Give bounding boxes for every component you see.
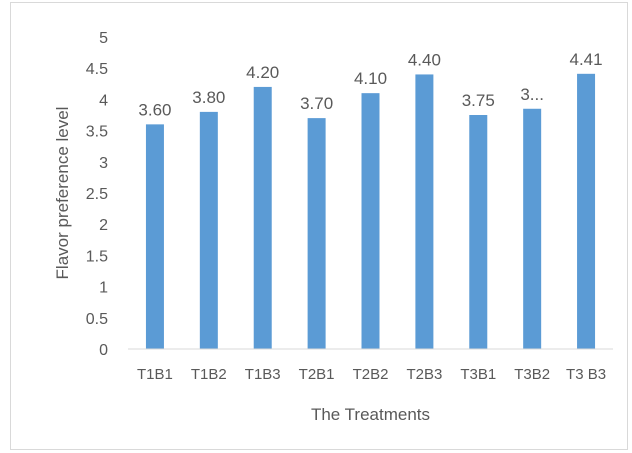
y-tick-label: 0 <box>99 342 108 359</box>
x-axis-title: The Treatments <box>311 405 430 424</box>
data-label: 3.70 <box>300 94 333 113</box>
bar <box>199 111 218 349</box>
x-tick-label: T1B1 <box>137 366 173 383</box>
y-tick-label: 2 <box>99 217 108 234</box>
data-label: 3.60 <box>138 100 171 119</box>
bar <box>361 93 380 349</box>
x-tick-label: T1B2 <box>191 366 227 383</box>
y-axis-ticks: 0 0.5 1 1.5 2 2.5 3 3.5 4 4.5 5 <box>86 30 108 359</box>
y-tick-label: 3 <box>99 155 108 172</box>
data-label: 4.41 <box>570 50 603 69</box>
y-tick-label: 5 <box>99 30 108 47</box>
y-tick-label: 3.5 <box>86 124 108 141</box>
y-axis-title: Flavor preference level <box>53 107 72 280</box>
y-tick-label: 2.5 <box>86 186 108 203</box>
bar <box>307 118 326 350</box>
x-tick-label: T3B1 <box>460 366 496 383</box>
y-tick-label: 1 <box>99 280 108 297</box>
x-tick-label: T1B3 <box>245 366 281 383</box>
y-tick-label: 4.5 <box>86 61 108 78</box>
data-label: 4.40 <box>408 50 441 69</box>
y-tick-label: 0.5 <box>86 311 108 328</box>
bar <box>469 115 488 349</box>
bar <box>577 73 596 349</box>
x-tick-label: T3 B3 <box>566 366 606 383</box>
data-label: 3.75 <box>462 91 495 110</box>
x-tick-label: T2B1 <box>299 366 335 383</box>
y-tick-label: 4 <box>99 92 108 109</box>
chart-frame <box>10 2 628 450</box>
data-label: 4.10 <box>354 69 387 88</box>
x-axis-ticks: T1B1 T1B2 T1B3 T2B1 T2B2 T2B3 T3B1 T3B2 T3 B3 <box>137 366 606 383</box>
bar <box>145 124 164 349</box>
x-tick-label: T2B3 <box>406 366 442 383</box>
bar <box>415 74 434 349</box>
bar <box>253 86 272 350</box>
bars <box>145 73 596 350</box>
data-label: 4.20 <box>246 63 279 82</box>
bar <box>523 108 542 349</box>
x-tick-label: T3B2 <box>514 366 550 383</box>
data-labels: 3.60 3.80 4.20 3.70 4.10 4.40 3.75 3... 4.41 <box>138 50 602 120</box>
data-label: 3.80 <box>192 88 225 107</box>
data-label: 3... <box>520 85 544 104</box>
x-tick-label: T2B2 <box>353 366 389 383</box>
y-tick-label: 1.5 <box>86 248 108 265</box>
